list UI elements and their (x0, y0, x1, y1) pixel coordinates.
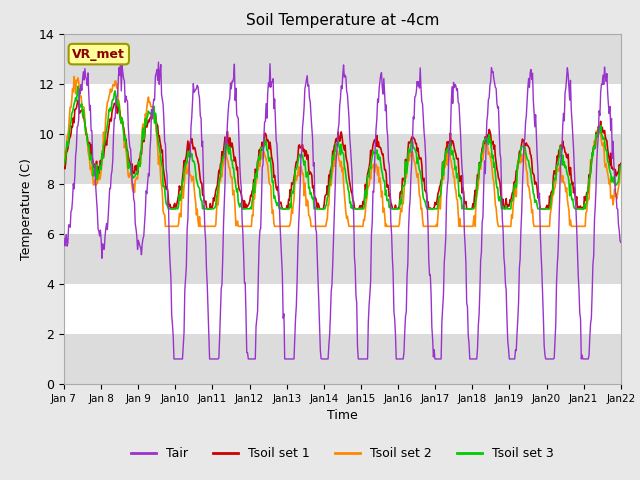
Bar (64, 134, 621, 184)
Bar (64, 34, 621, 84)
X-axis label: Time: Time (327, 409, 358, 422)
Bar (64, 334, 621, 384)
Legend: Tair, Tsoil set 1, Tsoil set 2, Tsoil set 3: Tair, Tsoil set 1, Tsoil set 2, Tsoil se… (126, 443, 559, 465)
Y-axis label: Temperature (C): Temperature (C) (20, 158, 33, 260)
Text: VR_met: VR_met (72, 48, 125, 60)
Bar (64, 234, 621, 284)
Title: Soil Temperature at -4cm: Soil Temperature at -4cm (246, 13, 439, 28)
